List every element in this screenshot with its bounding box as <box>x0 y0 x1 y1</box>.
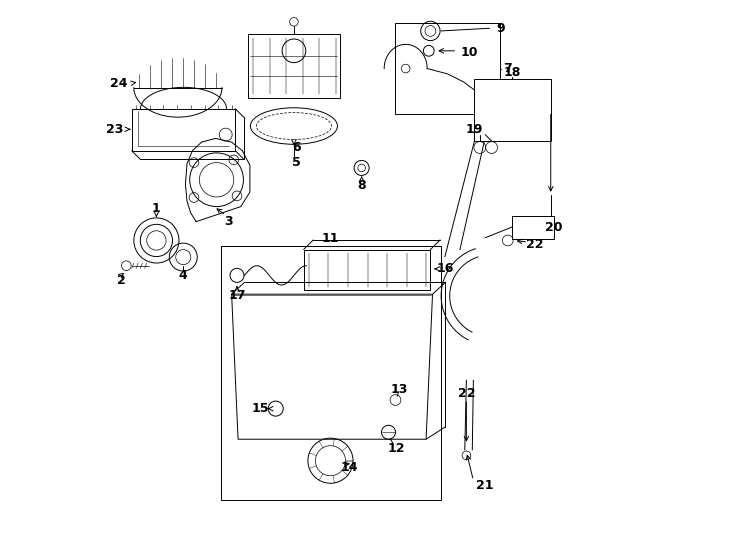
Text: 4: 4 <box>179 269 188 282</box>
Text: 23: 23 <box>106 123 123 136</box>
Ellipse shape <box>256 113 332 139</box>
Bar <box>221 246 441 500</box>
Text: 19: 19 <box>466 123 483 136</box>
Text: 8: 8 <box>357 179 366 192</box>
Text: 14: 14 <box>341 461 358 474</box>
Text: 15: 15 <box>252 402 269 415</box>
Text: 22: 22 <box>457 387 475 400</box>
Text: 18: 18 <box>504 66 520 79</box>
Text: 22: 22 <box>526 238 543 251</box>
Text: 1: 1 <box>152 202 161 215</box>
Text: 10: 10 <box>460 46 478 59</box>
Text: 11: 11 <box>321 232 339 245</box>
Bar <box>396 23 501 114</box>
Text: 13: 13 <box>390 383 408 396</box>
Text: 2: 2 <box>117 274 126 287</box>
Bar <box>304 249 430 291</box>
Text: 3: 3 <box>224 215 233 228</box>
Bar <box>474 79 550 141</box>
Bar <box>131 109 236 151</box>
Ellipse shape <box>250 108 338 144</box>
Text: 20: 20 <box>545 220 563 233</box>
Text: 5: 5 <box>291 156 300 169</box>
Text: 16: 16 <box>436 262 454 275</box>
Text: 7: 7 <box>504 62 512 75</box>
Text: 6: 6 <box>292 141 300 154</box>
Text: 21: 21 <box>476 480 494 492</box>
Text: 9: 9 <box>496 22 504 35</box>
Text: 17: 17 <box>228 289 246 302</box>
Text: 12: 12 <box>388 442 405 455</box>
Bar <box>248 33 340 98</box>
Bar <box>512 217 554 239</box>
Text: 24: 24 <box>110 77 128 90</box>
